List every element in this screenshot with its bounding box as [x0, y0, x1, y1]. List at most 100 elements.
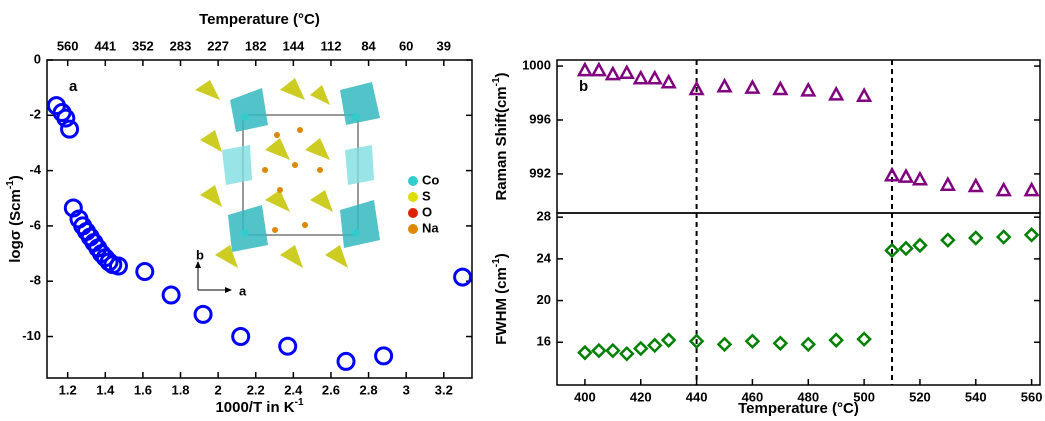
data-point	[858, 333, 870, 345]
data-point	[914, 239, 926, 251]
inset-legend-label: O	[422, 204, 432, 219]
data-point	[900, 171, 912, 182]
data-point	[663, 76, 675, 87]
data-point	[163, 287, 179, 303]
data-point	[338, 353, 354, 369]
data-point	[593, 345, 605, 357]
x2-tick-label: 441	[94, 38, 116, 53]
data-point	[663, 334, 675, 346]
x-tick-label: 1.2	[59, 382, 77, 397]
x-tick-label: 3.2	[435, 382, 453, 397]
data-point	[942, 179, 954, 190]
x-tick-label: 2.6	[322, 382, 340, 397]
y-tick-label: 992	[529, 165, 551, 180]
y-tick-label: 996	[529, 111, 551, 126]
data-point	[195, 306, 211, 322]
data-point	[621, 348, 633, 360]
x-tick-label: 2.4	[284, 382, 303, 397]
data-point	[579, 64, 591, 75]
data-point	[719, 80, 731, 91]
inset-legend-label: S	[422, 188, 431, 203]
x2-tick-label: 84	[361, 38, 376, 53]
y-tick-label: -2	[29, 107, 41, 122]
inset-legend-label: Co	[422, 172, 439, 187]
x2-tick-label: 560	[57, 38, 79, 53]
data-point	[233, 329, 249, 345]
data-point	[998, 184, 1010, 195]
x2-tick-label: 39	[437, 38, 451, 53]
x2-tick-label: 227	[207, 38, 229, 53]
data-point	[719, 338, 731, 350]
x-tick-label: 400	[574, 389, 596, 404]
x-tick-label: 1.6	[134, 382, 152, 397]
x-tick-label: 1.8	[171, 382, 189, 397]
y-tick-label: 20	[537, 292, 551, 307]
data-point	[746, 82, 758, 93]
x-tick-label: 2.8	[360, 382, 378, 397]
data-point	[280, 338, 296, 354]
data-point	[900, 242, 912, 254]
inset-legend-swatch	[408, 176, 418, 186]
data-point	[579, 347, 591, 359]
panel-label: b	[579, 78, 588, 95]
data-point	[914, 173, 926, 184]
y-tick-label: 16	[537, 334, 551, 349]
y-tick-label: -6	[29, 217, 41, 232]
data-point	[607, 345, 619, 357]
panel-label: a	[69, 78, 78, 95]
data-point	[970, 232, 982, 244]
x2-tick-label: 60	[399, 38, 413, 53]
x-axis-title-text: Temperature (°C)	[738, 400, 859, 417]
y-axis-title-text: logσ (Scm	[7, 189, 24, 263]
x-tick-label: 2	[215, 382, 222, 397]
data-point	[455, 269, 471, 285]
x-axis-title-sup: -1	[295, 397, 304, 408]
data-point	[774, 337, 786, 349]
y-axis-title-text: FWHM (cm	[493, 267, 510, 345]
inset-legend-swatch	[408, 192, 418, 202]
data-point	[1026, 184, 1038, 195]
y-axis-title-text: Raman Shift(cm	[493, 86, 510, 200]
data-point	[621, 67, 633, 78]
x-tick-label: 1.4	[96, 382, 115, 397]
x-tick-label: 440	[686, 389, 708, 404]
y-tick-label: 24	[537, 250, 552, 265]
inset-legend-label: Na	[422, 220, 439, 235]
data-point	[858, 90, 870, 101]
x-tick-label: 520	[909, 389, 931, 404]
y-axis-title: Raman Shift(cm-1)	[491, 72, 510, 200]
x2-tick-label: 283	[170, 38, 192, 53]
plot-frame	[557, 213, 1040, 385]
x-tick-label: 560	[1021, 389, 1043, 404]
x-tick-label: 420	[630, 389, 652, 404]
y-axis-title-tail: )	[493, 253, 510, 258]
data-point	[607, 68, 619, 79]
x2-tick-label: 144	[282, 38, 304, 53]
y-tick-label: -4	[29, 162, 41, 177]
x2-axis-title: Temperature (°C)	[199, 11, 320, 28]
x2-axis-title-text: Temperature (°C)	[199, 11, 320, 28]
data-point	[635, 343, 647, 355]
x-axis-title-text: 1000/T in K	[215, 399, 294, 416]
data-point	[649, 72, 661, 83]
y-tick-label: -8	[29, 273, 41, 288]
data-point	[774, 83, 786, 94]
data-point	[137, 264, 153, 280]
y-tick-label: 0	[34, 51, 41, 66]
inset-legend-swatch	[408, 208, 418, 218]
x-tick-label: 2.2	[247, 382, 265, 397]
y-axis-title: logσ (Scm-1)	[5, 175, 24, 263]
data-point	[746, 335, 758, 347]
y-tick-label: -10	[22, 328, 41, 343]
inset-axis-label: a	[239, 283, 247, 298]
figure: 0-2-4-6-8-101.21.41.61.822.22.42.62.833.…	[0, 0, 1045, 421]
data-point	[593, 64, 605, 75]
inset-axis-label: b	[196, 247, 204, 262]
data-point	[649, 339, 661, 351]
data-point	[635, 72, 647, 83]
data-point	[830, 334, 842, 346]
y-axis-title-tail: )	[7, 175, 24, 180]
x-tick-label: 540	[965, 389, 987, 404]
data-point	[1026, 229, 1038, 241]
inset-legend-swatch	[408, 224, 418, 234]
